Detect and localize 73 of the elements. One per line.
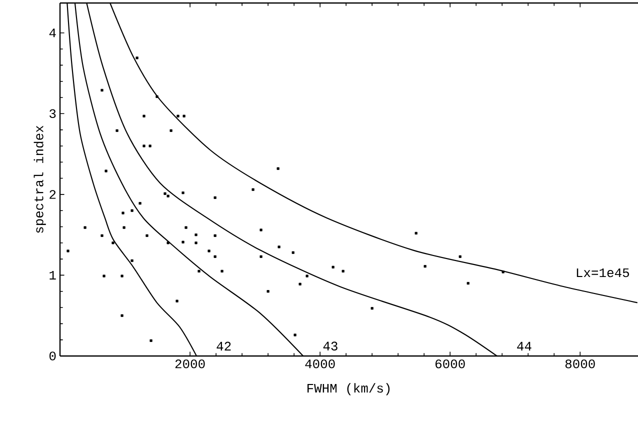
point: [104, 170, 108, 172]
point: [66, 250, 70, 252]
point: [214, 234, 216, 237]
y-tick-label: 2: [50, 190, 56, 199]
y-tick-label: 3: [50, 109, 56, 118]
point: [298, 282, 302, 286]
point: [466, 282, 470, 285]
point: [138, 202, 142, 205]
point: [166, 194, 170, 198]
series-label: 44: [517, 342, 532, 350]
point: [102, 274, 106, 278]
point: [116, 129, 118, 132]
x-tick-label: 6000: [436, 360, 465, 368]
point: [136, 56, 138, 60]
point: [502, 270, 504, 274]
point: [122, 226, 126, 229]
point: [414, 232, 418, 234]
point: [184, 226, 188, 229]
point: [260, 255, 262, 258]
point: [120, 274, 124, 278]
point: [458, 255, 462, 258]
point: [146, 234, 148, 237]
x-axis-title: FWHM (km/s): [307, 383, 390, 396]
point: [292, 251, 294, 254]
point: [260, 228, 262, 232]
point: [252, 188, 254, 191]
point: [122, 212, 124, 214]
point: [166, 242, 170, 244]
point: [370, 307, 374, 310]
point: [176, 114, 180, 118]
series-label: Lx=1e45: [576, 268, 630, 278]
point: [142, 114, 146, 118]
point: [306, 274, 308, 278]
x-tick-label: 4000: [305, 360, 335, 368]
point: [214, 255, 216, 258]
x-tick-label: 8000: [565, 360, 595, 368]
x-tick-label: 2000: [175, 360, 205, 368]
point: [332, 266, 334, 268]
point: [176, 300, 178, 302]
point: [100, 234, 104, 237]
point: [278, 246, 280, 248]
point: [150, 339, 152, 342]
point: [120, 314, 124, 317]
point: [112, 242, 114, 244]
point: [182, 192, 184, 194]
point: [130, 209, 134, 212]
point: [214, 196, 216, 199]
point: [208, 250, 210, 252]
point: [148, 144, 152, 148]
point: [170, 129, 172, 132]
point: [198, 270, 200, 272]
point: [156, 95, 158, 98]
point: [342, 270, 344, 272]
point: [182, 240, 184, 244]
point: [276, 167, 280, 170]
point: [294, 334, 296, 336]
point: [424, 265, 426, 268]
point: [194, 242, 198, 244]
point: [130, 259, 134, 262]
point: [182, 114, 186, 118]
y-tick-label: 1: [50, 270, 56, 280]
y-tick-label: 4: [49, 28, 56, 38]
point: [194, 234, 198, 236]
y-tick-label: 0: [50, 352, 56, 360]
point: [220, 270, 224, 272]
series-label: 43: [323, 342, 338, 350]
point: [84, 226, 86, 229]
point: [100, 88, 104, 92]
point: [142, 144, 146, 148]
series-label: 42: [216, 342, 231, 350]
point: [266, 290, 270, 293]
y-axis-title: spectral index: [34, 126, 46, 233]
point: [164, 192, 166, 195]
